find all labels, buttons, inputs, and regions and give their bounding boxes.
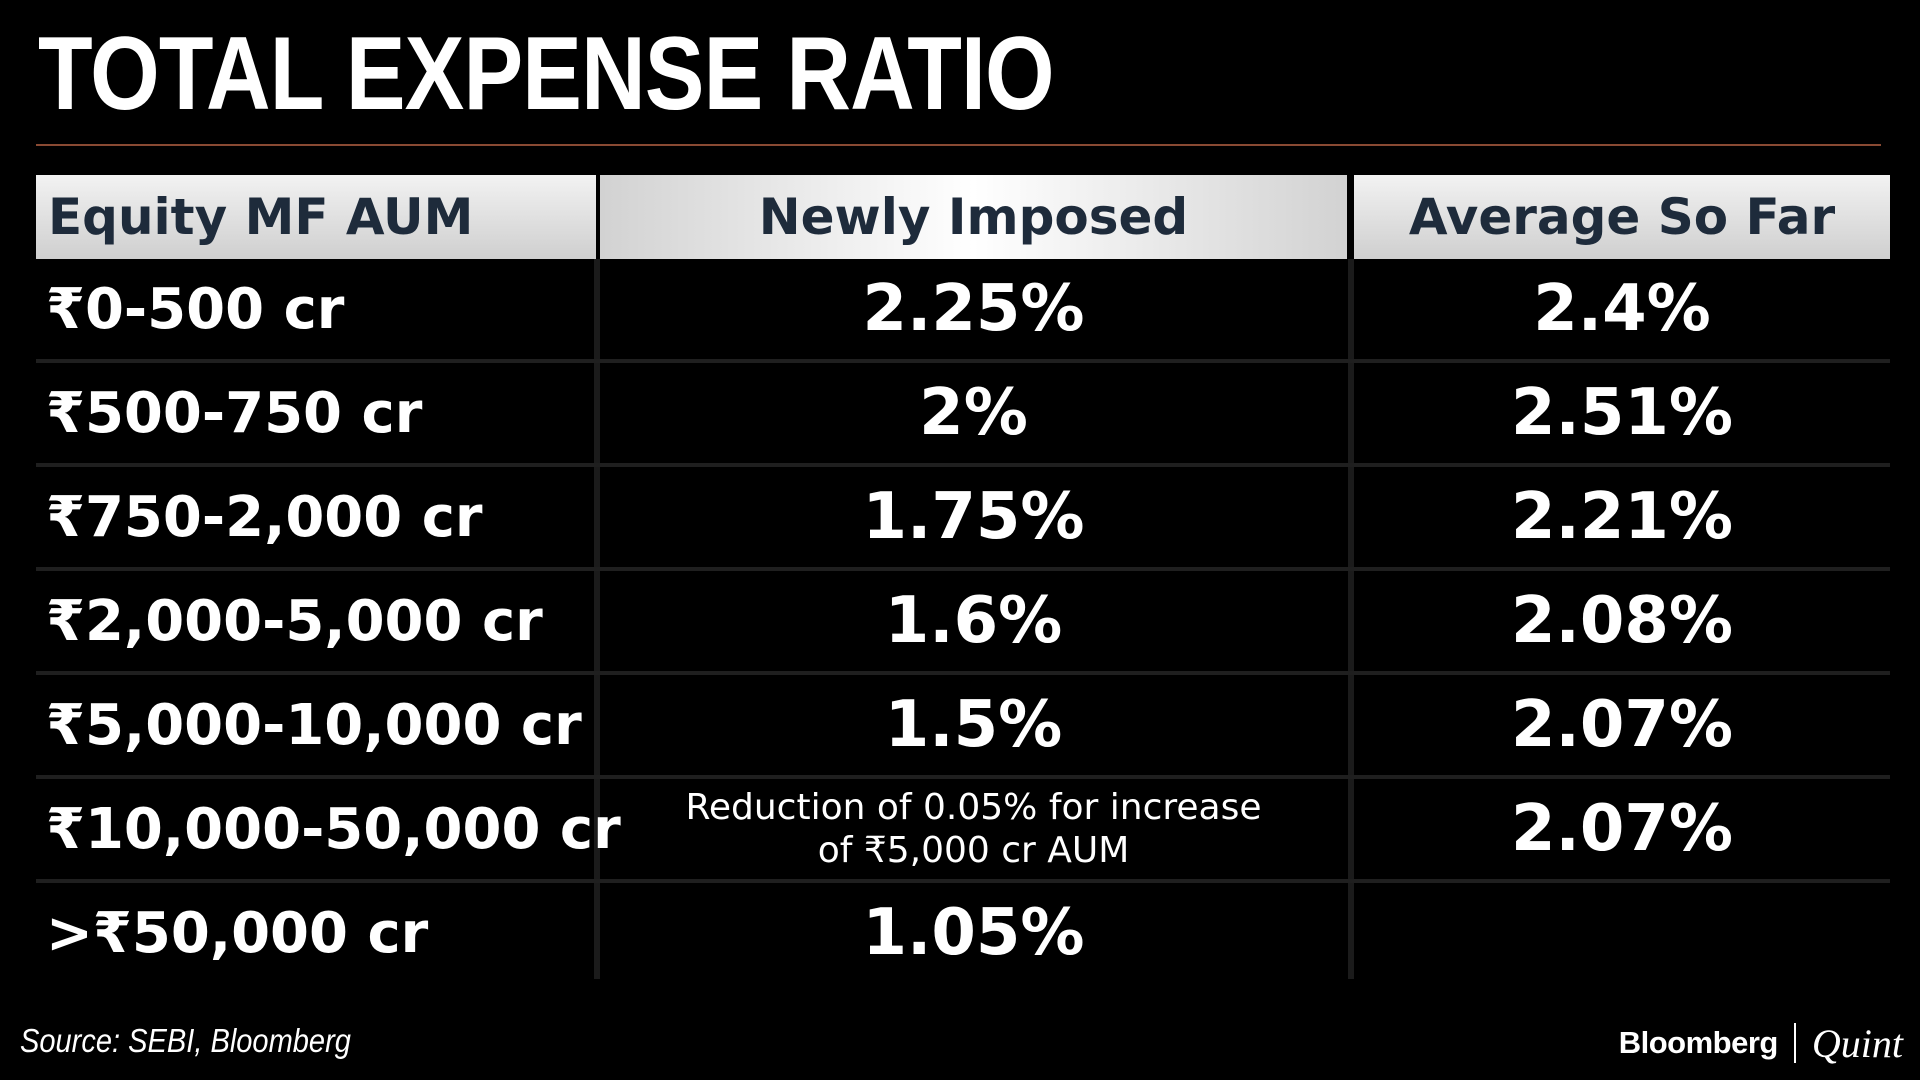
average-so-far-cell: 2.08%: [1510, 584, 1734, 658]
table-row: ₹750-2,000 cr 1.75% 2.21%: [36, 467, 1890, 571]
average-so-far-cell: 2.21%: [1510, 480, 1734, 554]
average-so-far-cell: [1354, 883, 1890, 983]
row-divider: [36, 359, 1890, 363]
row-divider: [36, 879, 1890, 883]
newly-imposed-note-cell: Reduction of 0.05% for increase of ₹5,00…: [600, 779, 1347, 879]
table-header: Equity MF AUM Newly Imposed Average So F…: [36, 175, 1890, 259]
table-row: ₹2,000-5,000 cr 1.6% 2.08%: [36, 571, 1890, 675]
table-row: ₹5,000-10,000 cr 1.5% 2.07%: [36, 675, 1890, 779]
aum-range-cell: ₹10,000-50,000 cr: [46, 796, 621, 862]
column-divider: [1348, 259, 1354, 979]
row-divider: [36, 775, 1890, 779]
note-line: Reduction of 0.05% for increase: [685, 786, 1262, 828]
aum-range-cell: ₹500-750 cr: [46, 380, 423, 446]
aum-range-cell: ₹5,000-10,000 cr: [46, 692, 582, 758]
average-so-far-cell: 2.07%: [1510, 688, 1734, 762]
newly-imposed-cell: 1.6%: [884, 584, 1063, 658]
logo-quint-text: Quint: [1811, 1020, 1903, 1066]
row-divider: [36, 463, 1890, 467]
average-so-far-cell: 2.51%: [1510, 376, 1734, 450]
page-title: TOTAL EXPENSE RATIO: [38, 16, 1055, 132]
table-row: >₹50,000 cr 1.05%: [36, 883, 1890, 987]
logo-divider: [1793, 1023, 1796, 1063]
table-row: ₹500-750 cr 2% 2.51%: [36, 363, 1890, 467]
aum-range-cell: >₹50,000 cr: [46, 900, 429, 966]
title-divider: [36, 144, 1881, 146]
logo-bloomberg-text: Bloomberg: [1618, 1025, 1779, 1060]
newly-imposed-cell: 2%: [919, 376, 1028, 450]
expense-ratio-table: Equity MF AUM Newly Imposed Average So F…: [36, 175, 1890, 987]
average-so-far-cell: 2.07%: [1510, 792, 1734, 866]
column-header-newly-imposed: Newly Imposed: [600, 175, 1347, 259]
column-divider: [594, 259, 600, 979]
column-header-aum: Equity MF AUM: [36, 175, 596, 259]
newly-imposed-cell: 2.25%: [862, 272, 1085, 346]
newly-imposed-cell: 1.5%: [884, 688, 1063, 762]
newly-imposed-cell: 1.75%: [862, 480, 1085, 554]
source-note: Source: SEBI, Bloomberg: [20, 1022, 351, 1059]
aum-range-cell: ₹750-2,000 cr: [46, 484, 483, 550]
table-row: ₹0-500 cr 2.25% 2.4%: [36, 259, 1890, 363]
table-row: ₹10,000-50,000 cr Reduction of 0.05% for…: [36, 779, 1890, 883]
newly-imposed-cell: 1.05%: [862, 896, 1085, 970]
aum-range-cell: ₹2,000-5,000 cr: [46, 588, 543, 654]
row-divider: [36, 567, 1890, 571]
bloombergquint-logo: Bloomberg Quint: [1619, 1020, 1903, 1066]
row-divider: [36, 671, 1890, 675]
column-header-average-so-far: Average So Far: [1354, 175, 1890, 259]
average-so-far-cell: 2.4%: [1533, 272, 1711, 346]
note-line: of ₹5,000 cr AUM: [817, 830, 1130, 871]
aum-range-cell: ₹0-500 cr: [46, 276, 345, 342]
